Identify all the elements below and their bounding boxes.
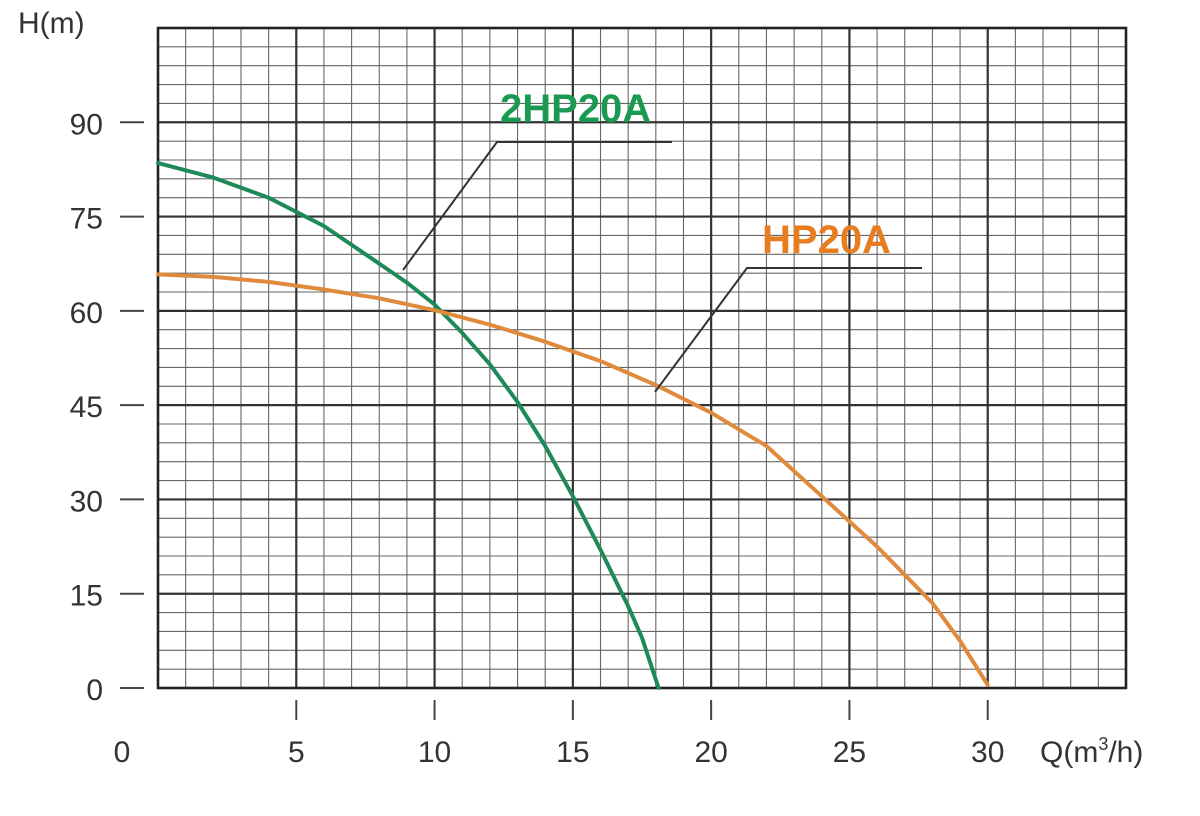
x-axis-label-sup: 3 [1098, 734, 1108, 754]
series-callouts [402, 141, 922, 393]
plot-frame [156, 26, 1128, 690]
x-tick-label: 5 [288, 736, 305, 769]
x-axis-label: Q(m3/h) [1040, 734, 1143, 769]
y-tick-label: 75 [70, 203, 103, 236]
x-tick-label: 20 [694, 736, 727, 769]
y-tick-label: 90 [70, 108, 103, 141]
x-axis-label-suffix: /h) [1108, 736, 1143, 769]
callout-2hp20a [402, 141, 672, 271]
x-tick-label: 0 [114, 736, 131, 769]
series-label-2hp20a: 2HP20A [500, 87, 651, 131]
y-tick-label: 0 [86, 674, 103, 707]
y-axis-ticks: 0 15 30 45 60 75 90 [70, 108, 144, 707]
x-tick-label: 25 [833, 736, 866, 769]
series-line-hp20a [156, 272, 990, 687]
x-tick-label: 10 [418, 736, 451, 769]
grid-minor [158, 28, 1126, 688]
x-tick-label: 30 [971, 736, 1004, 769]
y-tick-label: 15 [70, 580, 103, 613]
series-label-hp20a: HP20A [762, 218, 891, 262]
x-tick-label: 15 [556, 736, 589, 769]
x-axis-label-prefix: Q(m [1040, 736, 1098, 769]
callout-hp20a [654, 267, 922, 393]
y-tick-label: 45 [70, 391, 103, 424]
series-line-2hp20a [156, 161, 661, 690]
y-tick-label: 30 [70, 485, 103, 518]
y-axis-label: H(m) [18, 7, 85, 40]
x-axis-ticks: 0 5 10 15 20 25 30 [114, 700, 1004, 769]
y-tick-label: 60 [70, 297, 103, 330]
series-lines [156, 161, 990, 690]
